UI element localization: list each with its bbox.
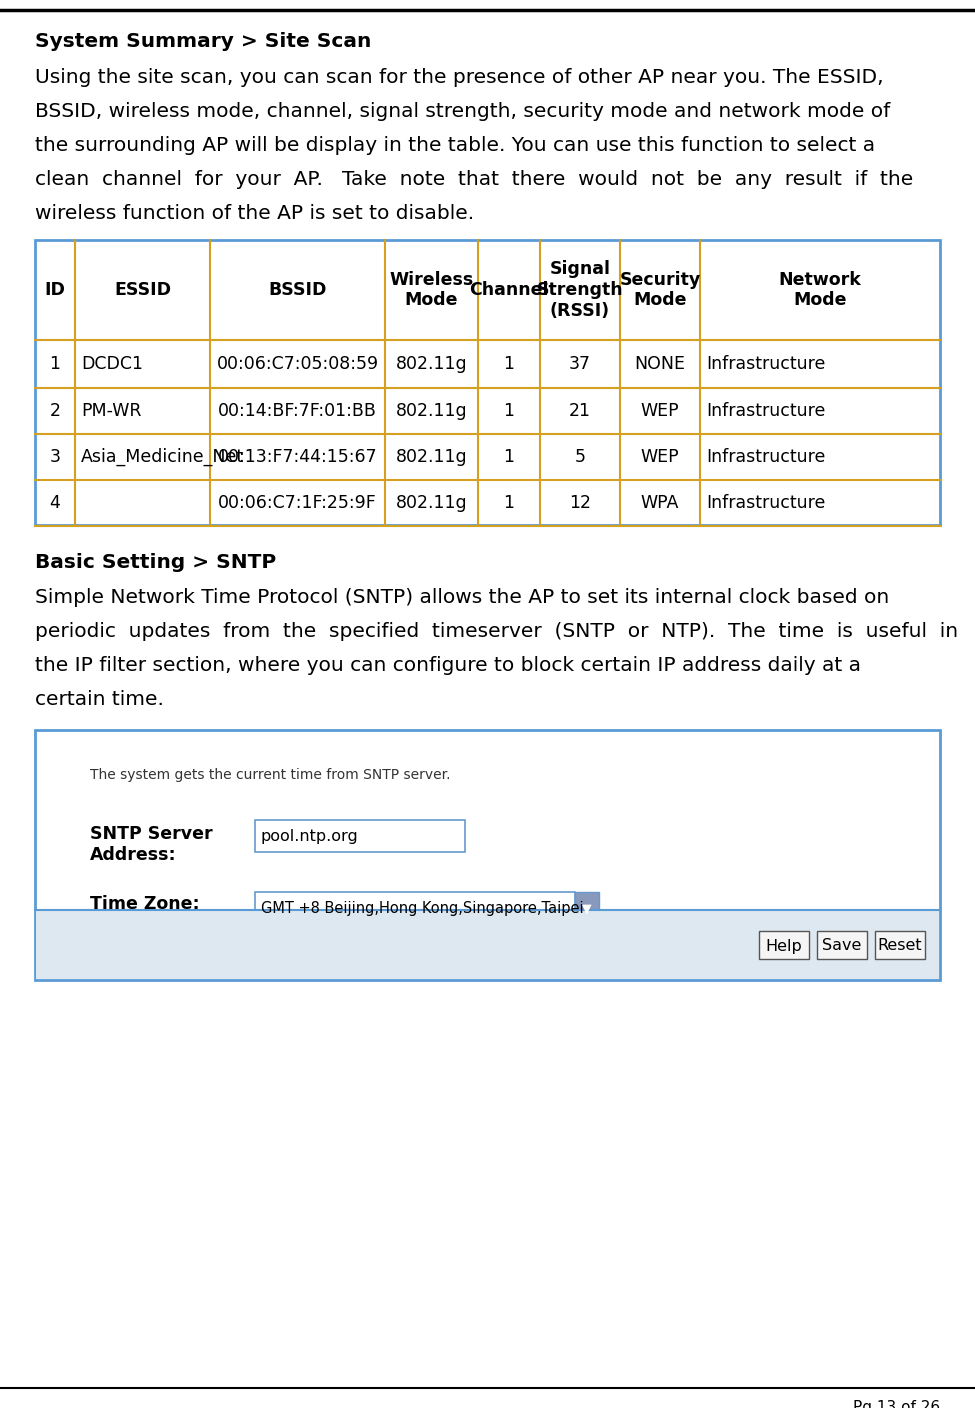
Text: 1: 1	[503, 494, 515, 513]
Text: Network
Mode: Network Mode	[779, 270, 861, 310]
Text: 2: 2	[50, 403, 60, 420]
Text: 1: 1	[503, 403, 515, 420]
Text: 4: 4	[50, 494, 60, 513]
Bar	[575, 893, 599, 924]
Text: clean  channel  for  your  AP.   Take  note  that  there  would  not  be  any  r: clean channel for your AP. Take note tha…	[35, 170, 914, 189]
Text: Wireless
Mode: Wireless Mode	[389, 270, 474, 310]
Text: 802.11g: 802.11g	[396, 448, 467, 466]
Text: 3: 3	[50, 448, 60, 466]
Text: WPA: WPA	[641, 494, 680, 513]
Bar	[36, 910, 939, 979]
Bar	[255, 893, 575, 924]
Text: the surrounding AP will be display in the table. You can use this function to se: the surrounding AP will be display in th…	[35, 137, 876, 155]
Text: Save: Save	[822, 939, 862, 953]
Text: Help: Help	[765, 939, 802, 953]
Text: ▼: ▼	[582, 903, 592, 915]
Text: 00:06:C7:05:08:59: 00:06:C7:05:08:59	[216, 355, 378, 373]
Text: 37: 37	[569, 355, 591, 373]
Text: 802.11g: 802.11g	[396, 403, 467, 420]
Text: 1: 1	[503, 355, 515, 373]
Text: 00:13:F7:44:15:67: 00:13:F7:44:15:67	[217, 448, 377, 466]
Text: The system gets the current time from SNTP server.: The system gets the current time from SN…	[90, 767, 450, 781]
Text: Basic Setting > SNTP: Basic Setting > SNTP	[35, 553, 276, 572]
Text: WEP: WEP	[641, 448, 680, 466]
Text: the IP filter section, where you can configure to block certain IP address daily: the IP filter section, where you can con…	[35, 656, 861, 674]
Text: Infrastructure: Infrastructure	[706, 448, 826, 466]
Bar	[817, 931, 867, 959]
Text: 12: 12	[569, 494, 591, 513]
Text: 1: 1	[50, 355, 60, 373]
Text: Pg 13 of 26: Pg 13 of 26	[853, 1400, 940, 1408]
Text: 1: 1	[503, 448, 515, 466]
Text: Simple Network Time Protocol (SNTP) allows the AP to set its internal clock base: Simple Network Time Protocol (SNTP) allo…	[35, 589, 889, 607]
Text: Channel: Channel	[469, 282, 549, 298]
Text: 00:14:BF:7F:01:BB: 00:14:BF:7F:01:BB	[218, 403, 377, 420]
Text: 802.11g: 802.11g	[396, 494, 467, 513]
Text: Signal
Strength
(RSSI): Signal Strength (RSSI)	[536, 260, 623, 320]
Text: Reset: Reset	[878, 939, 922, 953]
Bar	[35, 239, 940, 525]
Text: 21: 21	[569, 403, 591, 420]
Text: ID: ID	[45, 282, 65, 298]
Text: Time Zone:: Time Zone:	[90, 895, 200, 912]
Text: Asia_Medicine_Net: Asia_Medicine_Net	[81, 448, 244, 466]
Text: DCDC1: DCDC1	[81, 355, 143, 373]
Text: Infrastructure: Infrastructure	[706, 355, 826, 373]
Text: GMT +8 Beijing,Hong Kong,Singapore,Taipei: GMT +8 Beijing,Hong Kong,Singapore,Taipe…	[261, 901, 584, 917]
Text: 5: 5	[574, 448, 586, 466]
Text: Infrastructure: Infrastructure	[706, 494, 826, 513]
Text: System Summary > Site Scan: System Summary > Site Scan	[35, 32, 371, 51]
Text: Security
Mode: Security Mode	[619, 270, 701, 310]
Text: ESSID: ESSID	[114, 282, 171, 298]
Text: certain time.: certain time.	[35, 690, 164, 710]
Text: SNTP Server
Address:: SNTP Server Address:	[90, 825, 213, 863]
Text: wireless function of the AP is set to disable.: wireless function of the AP is set to di…	[35, 204, 474, 222]
Bar	[759, 931, 809, 959]
Bar	[35, 729, 940, 980]
Text: 802.11g: 802.11g	[396, 355, 467, 373]
Text: pool.ntp.org: pool.ntp.org	[261, 829, 359, 845]
Text: WEP: WEP	[641, 403, 680, 420]
Text: 00:06:C7:1F:25:9F: 00:06:C7:1F:25:9F	[218, 494, 377, 513]
Text: BSSID, wireless mode, channel, signal strength, security mode and network mode o: BSSID, wireless mode, channel, signal st…	[35, 101, 890, 121]
Text: NONE: NONE	[635, 355, 685, 373]
Text: BSSID: BSSID	[268, 282, 327, 298]
Text: periodic  updates  from  the  specified  timeserver  (SNTP  or  NTP).  The  time: periodic updates from the specified time…	[35, 622, 958, 641]
Text: Using the site scan, you can scan for the presence of other AP near you. The ESS: Using the site scan, you can scan for th…	[35, 68, 883, 87]
Text: PM-WR: PM-WR	[81, 403, 141, 420]
Bar	[255, 819, 465, 852]
Text: Infrastructure: Infrastructure	[706, 403, 826, 420]
Bar	[875, 931, 925, 959]
